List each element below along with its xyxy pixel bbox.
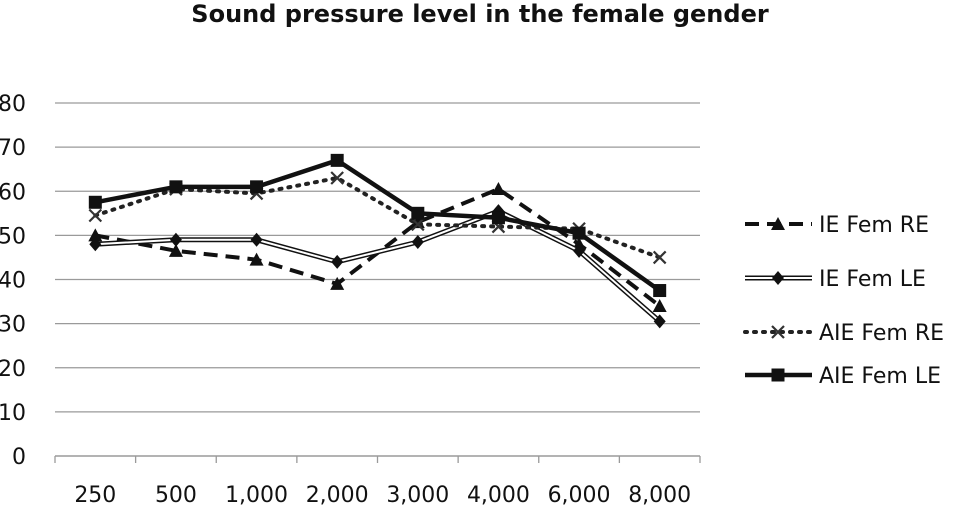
series-2-point — [411, 217, 425, 232]
legend-item-0-marker — [771, 217, 785, 230]
legend-item-2: AIE Fem RE — [743, 321, 944, 346]
legend-item-1: IE Fem LE — [745, 267, 926, 292]
legend: IE Fem RE IE Fem LE AIE Fem RE AIE Fem LE — [743, 213, 944, 389]
series-3-point — [572, 226, 586, 240]
legend-item-3-marker — [771, 368, 785, 382]
series-3-point — [88, 195, 102, 209]
series-1-point — [653, 314, 666, 329]
y-tick-label: 60 — [0, 180, 26, 205]
x-tick-label: 2,000 — [306, 483, 369, 508]
series-1-point — [169, 232, 182, 247]
series-0-point — [652, 298, 667, 312]
series-2-point — [330, 171, 344, 185]
x-tick-label: 250 — [74, 483, 116, 508]
legend-item-label: IE Fem LE — [819, 267, 926, 292]
axes: 0 10 20 30 40 50 60 70 80 250 500 1,000 2,000 3,000 4,… — [0, 92, 701, 508]
y-tick-label: 50 — [0, 224, 26, 249]
series-0-point — [168, 243, 183, 257]
chart-title: Sound pressure level in the female gende… — [191, 0, 769, 28]
series-3-point — [411, 206, 425, 220]
x-tick-label: 8,000 — [628, 483, 691, 508]
series-1 — [89, 204, 666, 329]
series-0-point — [330, 276, 345, 290]
legend-item-label: AIE Fem RE — [819, 321, 944, 346]
series-1-point — [411, 234, 424, 249]
series-3 — [88, 153, 667, 298]
grid — [55, 102, 700, 413]
x-tick-label: 6,000 — [548, 483, 611, 508]
series-2-point — [652, 250, 667, 265]
x-tick-label: 3,000 — [386, 483, 449, 508]
legend-item-0: IE Fem RE — [745, 213, 929, 238]
x-tick-label: 4,000 — [467, 483, 530, 508]
series-1-point — [573, 243, 586, 258]
series-3-point — [169, 180, 183, 194]
y-tick-label: 20 — [0, 357, 26, 382]
series-layer — [88, 153, 667, 329]
y-tick-label: 10 — [0, 401, 26, 426]
x-tick-label: 500 — [155, 483, 197, 508]
legend-item-2-marker — [771, 325, 785, 339]
y-tick-label: 0 — [12, 445, 26, 470]
series-1-point — [250, 232, 263, 247]
series-0-point — [88, 228, 103, 242]
y-tick-label: 80 — [0, 92, 26, 117]
series-0-point — [249, 252, 264, 266]
y-tick-label: 40 — [0, 269, 26, 294]
series-1-line-inner — [95, 210, 661, 323]
series-3-point — [491, 211, 505, 225]
series-1-point — [331, 254, 344, 269]
series-3-point — [250, 180, 264, 194]
series-2-point — [88, 208, 103, 223]
legend-item-label: AIE Fem LE — [819, 364, 941, 389]
legend-item-3: AIE Fem LE — [745, 364, 941, 389]
series-3-line — [94, 157, 661, 293]
series-3-point — [330, 153, 344, 167]
legend-item-1-marker — [772, 271, 784, 285]
series-0-point — [491, 182, 506, 196]
y-tick-label: 70 — [0, 136, 26, 161]
legend-item-label: IE Fem RE — [819, 213, 929, 238]
series-3-point — [653, 284, 667, 298]
series-1-point — [89, 237, 102, 252]
x-tick-label: 1,000 — [225, 483, 288, 508]
y-tick-label: 30 — [0, 313, 26, 338]
